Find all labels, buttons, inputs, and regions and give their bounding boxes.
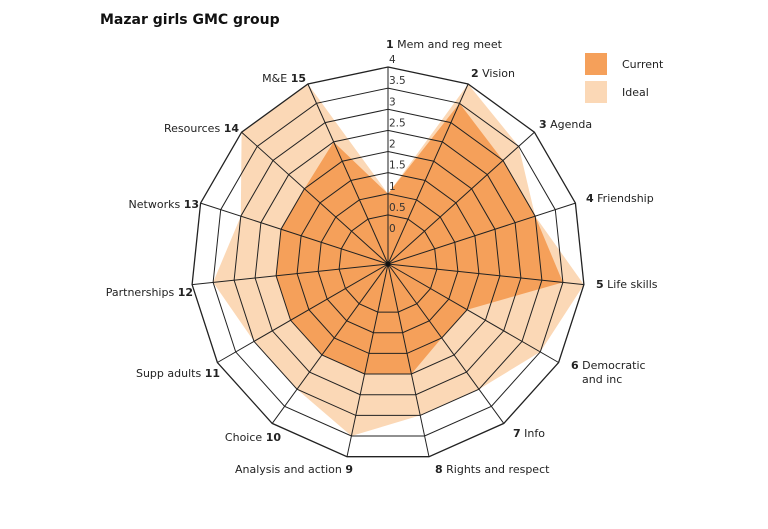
axis-labels: 1 Mem and reg meet 2 Vision 3 Agenda 4 Frie… <box>106 38 658 476</box>
tick-label: 3 <box>389 96 396 108</box>
spoke-13 <box>200 202 389 265</box>
grid-layer <box>191 66 585 458</box>
center-dot <box>385 261 391 267</box>
axis-name: Analysis and action <box>235 463 345 476</box>
axis-label-6-line2: and inc <box>582 373 622 386</box>
axis-name: Networks <box>129 198 184 211</box>
axis-label-10: Choice 10 <box>225 431 281 444</box>
axis-number: 11 <box>205 367 220 380</box>
axis-label-14: Resources 14 <box>164 122 239 135</box>
axis-number: 13 <box>184 198 199 211</box>
axis-number: 14 <box>224 122 240 135</box>
grid-ring <box>254 129 522 396</box>
grid-ring <box>338 214 438 313</box>
spoke-9 <box>346 263 389 457</box>
axis-label-8: 8 Rights and respect <box>435 463 550 476</box>
axis-name: Supp adults <box>136 367 205 380</box>
axis-name: Choice <box>225 431 266 444</box>
axis-label-12: Partnerships 12 <box>106 286 193 299</box>
axis-label-9: Analysis and action 9 <box>235 463 353 476</box>
grid-ring <box>233 108 543 416</box>
axis-number: 4 <box>586 192 594 205</box>
legend-swatch-ideal <box>585 81 607 103</box>
spoke-15 <box>307 83 389 265</box>
axis-number: 2 <box>471 67 479 80</box>
series-layer <box>213 84 584 436</box>
axis-label-6: 6 Democratic <box>571 359 646 372</box>
tick-label: 0 <box>389 223 396 235</box>
axis-name: Info <box>521 427 546 440</box>
axis-number: 7 <box>513 427 521 440</box>
grid-ring <box>191 66 585 458</box>
spoke-11 <box>217 263 389 363</box>
axis-label-3: 3 Agenda <box>539 118 592 131</box>
axis-label-13: Networks 13 <box>129 198 199 211</box>
axis-label-2: 2 Vision <box>471 67 515 80</box>
axis-name: Partnerships <box>106 286 178 299</box>
axis-number: 5 <box>596 278 604 291</box>
axis-number: 15 <box>291 72 306 85</box>
spoke-10 <box>271 263 389 424</box>
axis-label-15: M&E 15 <box>262 72 306 85</box>
axis-label-5: 5 Life skills <box>596 278 658 291</box>
spoke-14 <box>241 131 389 265</box>
tick-label: 2.5 <box>389 117 406 129</box>
axis-number: 6 <box>571 359 579 372</box>
axis-number: 1 <box>386 38 394 51</box>
tick-label: 0.5 <box>389 202 406 214</box>
legend-swatch-current <box>585 53 607 75</box>
tick-layer: 0 0.5 1 1.5 2 2.5 3 3.5 4 <box>389 54 406 235</box>
axis-name: Friendship <box>594 192 654 205</box>
spoke-7 <box>387 263 505 424</box>
axis-number: 10 <box>266 431 282 444</box>
axis-name: Resources <box>164 122 224 135</box>
spoke-6 <box>387 263 559 363</box>
chart-title: Mazar girls GMC group <box>100 12 280 28</box>
axis-number: 3 <box>539 118 547 131</box>
grid-ring <box>212 87 564 437</box>
axis-label-1: 1 Mem and reg meet <box>386 38 503 51</box>
tick-label: 4 <box>389 54 396 66</box>
axis-name: M&E <box>262 72 291 85</box>
tick-label: 3.5 <box>389 75 406 87</box>
tick-label: 1 <box>389 181 396 193</box>
axis-name: Democratic <box>579 359 646 372</box>
axis-label-11: Supp adults 11 <box>136 367 220 380</box>
tick-label: 1.5 <box>389 160 406 172</box>
axis-name: Agenda <box>547 118 592 131</box>
axis-name: Vision <box>479 67 515 80</box>
spoke-2 <box>387 83 469 265</box>
spoke-8 <box>387 263 430 457</box>
axis-number: 12 <box>178 286 193 299</box>
tick-label: 2 <box>389 139 396 151</box>
grid-ring <box>317 193 459 334</box>
axis-name: Life skills <box>604 278 658 291</box>
axis-name: Mem and reg meet <box>394 38 503 51</box>
spoke-5 <box>387 263 584 286</box>
grid-ring <box>296 172 480 354</box>
spoke-3 <box>387 131 535 265</box>
axis-name: Rights and respect <box>443 463 550 476</box>
spoke-12 <box>192 263 389 286</box>
axis-label-4: 4 Friendship <box>586 192 654 205</box>
legend-label-current: Current <box>622 58 664 71</box>
axis-number: 9 <box>345 463 353 476</box>
axis-label-7: 7 Info <box>513 427 545 440</box>
legend-label-ideal: Ideal <box>622 86 649 99</box>
grid-ring <box>275 150 501 375</box>
axis-number: 8 <box>435 463 443 476</box>
legend: Current Ideal <box>585 53 664 103</box>
spoke-4 <box>387 202 576 265</box>
